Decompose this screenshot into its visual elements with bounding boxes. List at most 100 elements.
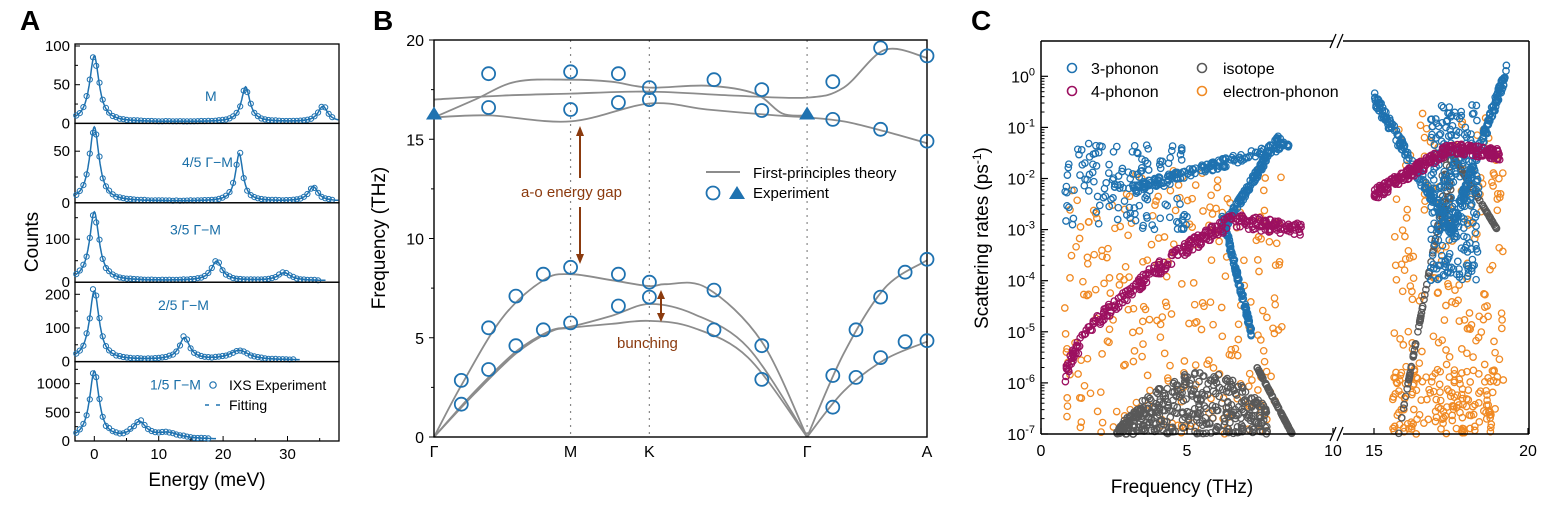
three-phonon-point bbox=[1436, 190, 1445, 199]
isotope-point bbox=[1130, 412, 1138, 421]
three-phonon-point bbox=[1426, 276, 1435, 285]
three-phonon-point bbox=[1169, 172, 1177, 180]
eph-point bbox=[1100, 279, 1108, 288]
four-phonon-point bbox=[1273, 217, 1281, 226]
four-phonon-point bbox=[1261, 216, 1270, 225]
eph-point bbox=[1418, 377, 1427, 386]
ixs-data-point bbox=[191, 349, 198, 356]
eph-point bbox=[1075, 234, 1084, 243]
eph-point bbox=[1190, 300, 1199, 309]
isotope-point bbox=[1155, 405, 1164, 414]
three-phonon-point bbox=[1253, 148, 1262, 157]
three-phonon-point bbox=[1247, 330, 1255, 339]
isotope-point bbox=[1215, 392, 1224, 401]
four-phonon-point bbox=[1410, 171, 1419, 180]
three-phonon-point bbox=[1465, 157, 1473, 166]
isotope-point bbox=[1282, 418, 1290, 427]
eph-point bbox=[1458, 385, 1467, 393]
eph-point bbox=[1388, 395, 1397, 404]
three-phonon-point bbox=[1144, 166, 1153, 174]
eph-point bbox=[1460, 316, 1469, 324]
ixs-data-point bbox=[116, 430, 123, 437]
ixs-data-point bbox=[159, 354, 166, 361]
eph-point bbox=[1413, 415, 1421, 424]
subplot-label: 4/5 Γ−M bbox=[182, 154, 233, 170]
eph-point bbox=[1192, 318, 1201, 326]
subplot-label: 2/5 Γ−M bbox=[158, 297, 209, 313]
ixs-data-point bbox=[311, 184, 318, 191]
three-phonon-point bbox=[1427, 115, 1435, 124]
three-phonon-point bbox=[1446, 225, 1455, 234]
three-phonon-point bbox=[1177, 146, 1186, 155]
three-phonon-point bbox=[1463, 128, 1472, 137]
three-phonon-point bbox=[1176, 200, 1184, 208]
four-phonon-point bbox=[1430, 149, 1439, 158]
three-phonon-point bbox=[1473, 175, 1482, 184]
three-phonon-point bbox=[1258, 156, 1267, 164]
three-phonon-point bbox=[1460, 246, 1468, 254]
three-phonon-point bbox=[1451, 167, 1460, 175]
ixs-data-point bbox=[325, 195, 332, 203]
ixs-data-point bbox=[268, 275, 276, 282]
ixs-data-point bbox=[233, 348, 240, 355]
three-phonon-point bbox=[1203, 160, 1212, 169]
ixs-data-point bbox=[258, 115, 265, 122]
ixs-data-point bbox=[219, 352, 226, 360]
isotope-point bbox=[1188, 392, 1197, 400]
legend-label-4phonon: 4-phonon bbox=[1091, 84, 1159, 101]
ixs-data-point bbox=[215, 195, 222, 202]
eph-point bbox=[1166, 361, 1174, 370]
eph-point bbox=[1098, 246, 1106, 255]
eph-point bbox=[1129, 304, 1138, 313]
eph-point bbox=[1395, 420, 1404, 429]
isotope-point bbox=[1145, 394, 1154, 403]
four-phonon-point bbox=[1080, 330, 1089, 339]
isotope-point bbox=[1270, 396, 1279, 405]
three-phonon-point bbox=[1439, 217, 1447, 226]
eph-point bbox=[1093, 407, 1102, 416]
ixs-data-point bbox=[240, 175, 247, 182]
y-tick-label: 100 bbox=[45, 320, 70, 337]
eph-point bbox=[1147, 240, 1156, 249]
eph-point bbox=[1138, 317, 1147, 326]
ixs-data-point bbox=[113, 429, 120, 436]
y-tick-label: 20 bbox=[406, 33, 424, 50]
isotope-point bbox=[1203, 390, 1212, 399]
ixs-data-point bbox=[230, 349, 237, 356]
four-phonon-point bbox=[1061, 377, 1070, 386]
ixs-data-point bbox=[120, 430, 127, 437]
ylabel-c-sup: -1 bbox=[970, 153, 984, 164]
eph-point bbox=[1128, 328, 1137, 337]
three-phonon-point bbox=[1208, 158, 1216, 167]
three-phonon-point bbox=[1107, 195, 1115, 204]
eph-point bbox=[1063, 412, 1071, 421]
eph-point bbox=[1067, 251, 1076, 260]
three-phonon-point bbox=[1141, 183, 1150, 191]
eph-point bbox=[1158, 313, 1167, 321]
eph-point bbox=[1445, 373, 1454, 381]
eph-point bbox=[1455, 317, 1464, 325]
isotope-point bbox=[1249, 425, 1258, 434]
three-phonon-point bbox=[1084, 187, 1093, 195]
three-phonon-point bbox=[1109, 147, 1118, 156]
x-tick-label: M bbox=[564, 444, 577, 461]
eph-point bbox=[1425, 385, 1433, 394]
ixs-data-point bbox=[86, 76, 93, 83]
axis-break-mark bbox=[1336, 426, 1344, 442]
three-phonon-point bbox=[1118, 164, 1127, 173]
ixs-data-point bbox=[212, 258, 219, 265]
three-phonon-point bbox=[1143, 214, 1151, 222]
three-phonon-point bbox=[1390, 121, 1399, 130]
three-phonon-point bbox=[1437, 101, 1446, 110]
three-phonon-point bbox=[1451, 199, 1459, 208]
three-phonon-point bbox=[1427, 133, 1436, 142]
three-phonon-point bbox=[1163, 172, 1172, 181]
eph-point bbox=[1434, 338, 1443, 347]
ixs-data-point bbox=[208, 354, 215, 361]
ixs-data-point bbox=[187, 345, 194, 352]
four-phonon-point bbox=[1190, 233, 1198, 242]
theory-curve-acoustic-TA2 bbox=[433, 303, 808, 438]
isotope-point bbox=[1227, 400, 1236, 409]
isotope-point bbox=[1190, 370, 1199, 379]
four-phonon-point bbox=[1295, 221, 1303, 229]
